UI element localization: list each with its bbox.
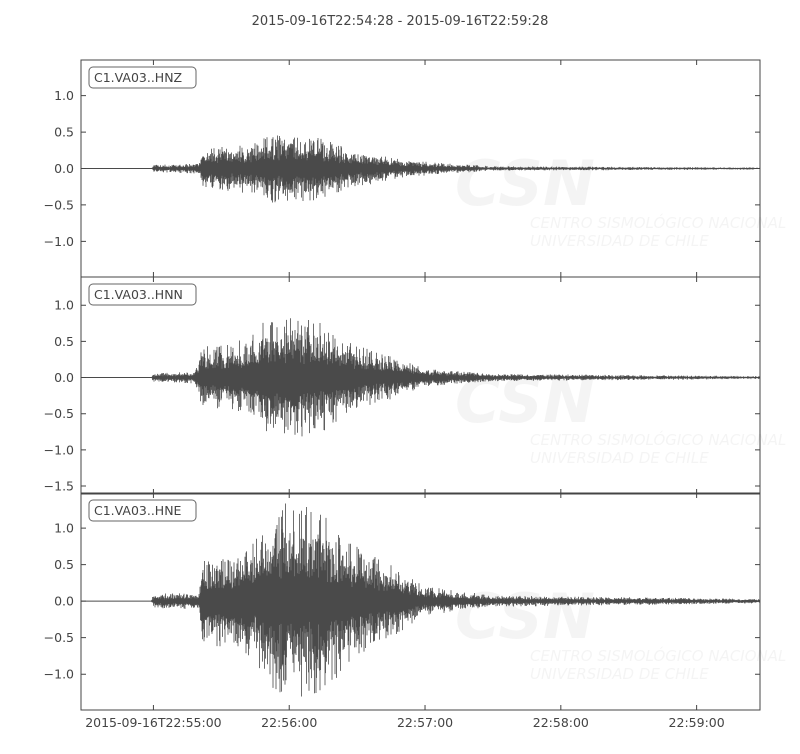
y-tick-label: −1.5 xyxy=(44,479,74,494)
watermark-line2: UNIVERSIDAD DE CHILE xyxy=(530,665,709,683)
y-tick-label: 1.0 xyxy=(54,521,74,536)
channel-label: C1.VA03..HNE xyxy=(88,499,197,522)
channel-label-text: C1.VA03..HNZ xyxy=(94,70,182,85)
watermark-line1: CENTRO SISMOLÓGICO NACIONAL xyxy=(530,646,786,665)
y-tick-label: 1.0 xyxy=(54,88,74,103)
y-tick-label: 0.0 xyxy=(54,161,74,176)
y-tick-label: −0.5 xyxy=(44,197,74,212)
waveform-trace xyxy=(151,503,760,697)
y-tick-label: 0.5 xyxy=(54,557,74,572)
channel-label: C1.VA03..HNN xyxy=(88,283,197,306)
watermark-line2: UNIVERSIDAD DE CHILE xyxy=(530,449,709,467)
y-tick-label: −1.0 xyxy=(44,442,74,457)
channel-label-text: C1.VA03..HNN xyxy=(94,287,183,302)
channel-label-box xyxy=(88,499,197,522)
panel-frame xyxy=(80,276,761,495)
watermark-line2: UNIVERSIDAD DE CHILE xyxy=(530,232,709,250)
x-tick-label: 22:56:00 xyxy=(261,715,317,730)
y-tick-label: 0.0 xyxy=(54,370,74,385)
y-tick-label: 0.5 xyxy=(54,125,74,140)
y-tick-label: −0.5 xyxy=(44,630,74,645)
waveform-trace xyxy=(151,135,760,203)
channel-label: C1.VA03..HNZ xyxy=(88,66,197,89)
watermark-line1: CENTRO SISMOLÓGICO NACIONAL xyxy=(530,213,786,232)
x-tick-label: 2015-09-16T22:55:00 xyxy=(85,715,221,730)
x-tick-label: 22:59:00 xyxy=(669,715,725,730)
y-tick-label: 0.5 xyxy=(54,334,74,349)
channel-label-text: C1.VA03..HNE xyxy=(94,503,182,518)
waveform-trace xyxy=(151,318,760,437)
watermark-logo-text: CSN xyxy=(455,147,595,220)
chart-title: 2015-09-16T22:54:28 - 2015-09-16T22:59:2… xyxy=(252,14,549,29)
watermark-logo-text: CSN xyxy=(455,580,595,653)
y-tick-label: −0.5 xyxy=(44,406,74,421)
watermark-line1: CENTRO SISMOLÓGICO NACIONAL xyxy=(530,430,786,449)
channel-label-box xyxy=(88,283,197,306)
y-tick-label: −1.0 xyxy=(44,234,74,249)
y-tick-label: −1.0 xyxy=(44,667,74,682)
x-tick-label: 22:58:00 xyxy=(533,715,589,730)
channel-label-box xyxy=(88,66,197,89)
x-tick-label: 22:57:00 xyxy=(397,715,453,730)
y-tick-label: 1.0 xyxy=(54,298,74,313)
y-tick-label: 0.0 xyxy=(54,594,74,609)
